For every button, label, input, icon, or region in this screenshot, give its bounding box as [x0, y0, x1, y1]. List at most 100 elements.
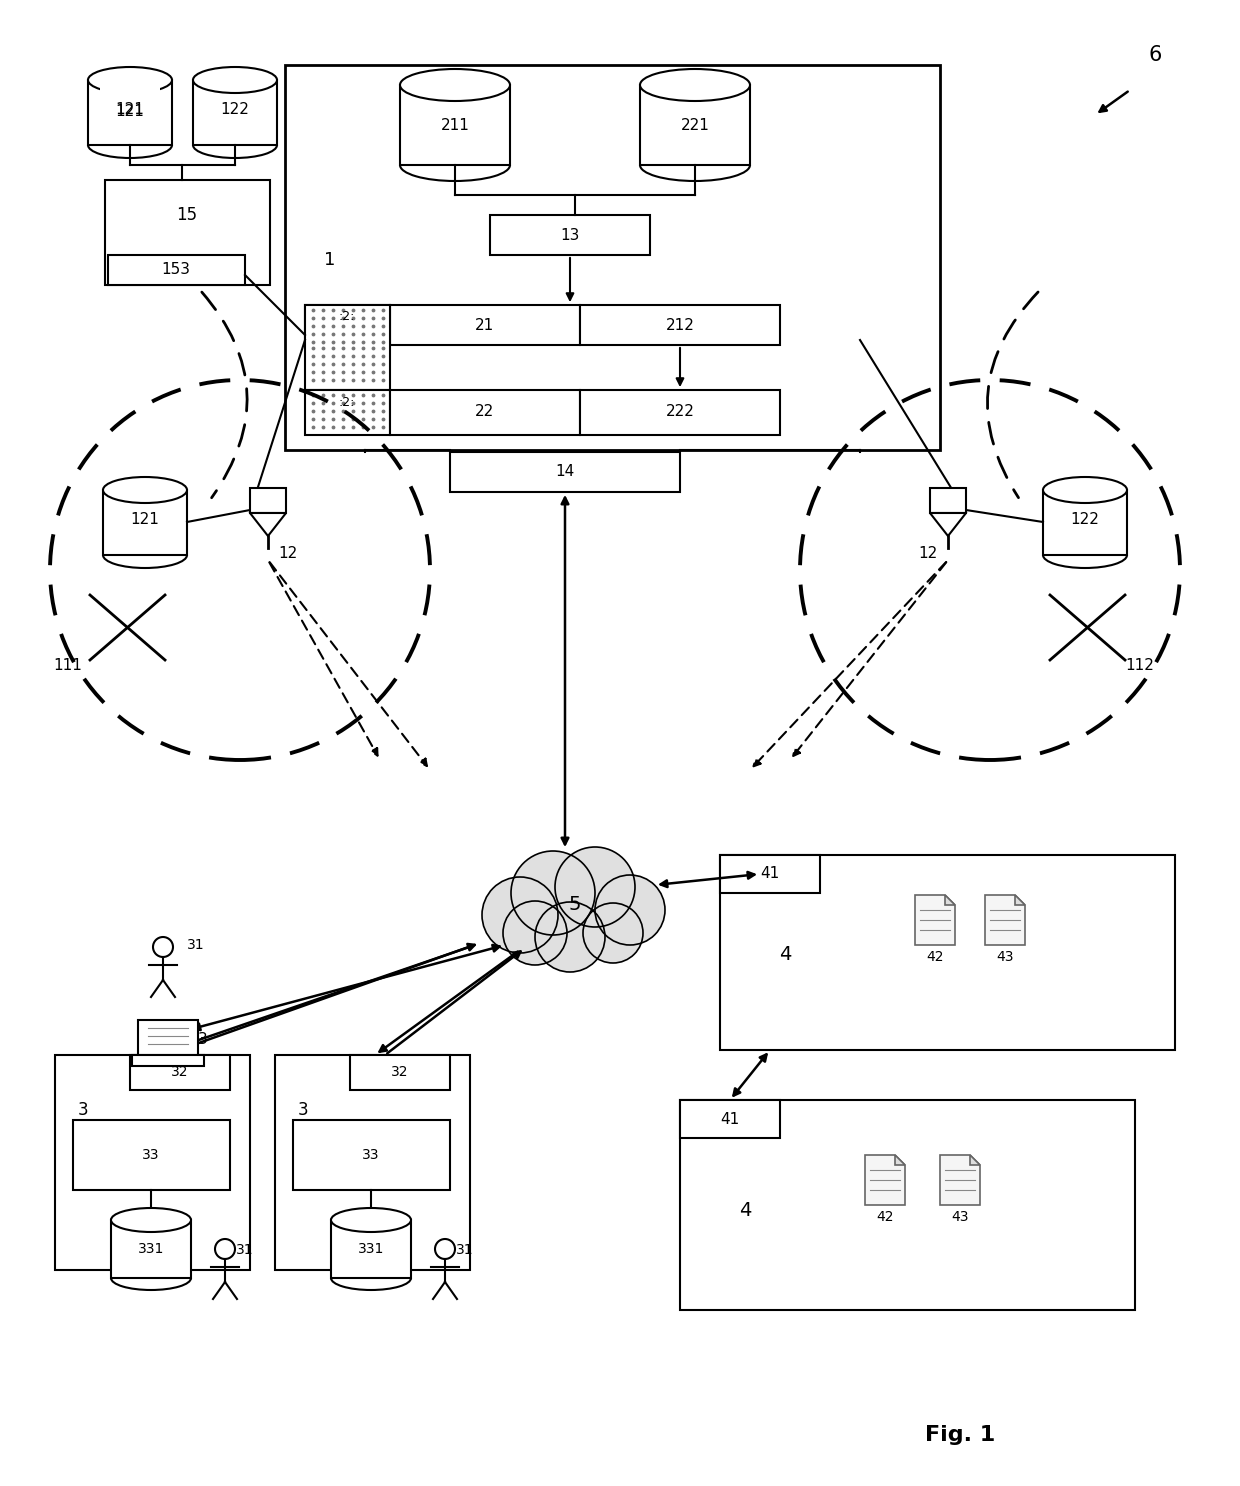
Text: 153: 153 — [161, 263, 191, 278]
Circle shape — [583, 903, 644, 963]
Text: 42: 42 — [877, 1210, 894, 1224]
Circle shape — [503, 901, 567, 964]
Bar — [138, 1019, 198, 1055]
Bar — [1043, 490, 1127, 554]
Ellipse shape — [401, 68, 510, 101]
Polygon shape — [895, 1155, 905, 1165]
Bar — [450, 452, 680, 492]
Circle shape — [556, 847, 635, 927]
Bar — [73, 1120, 229, 1190]
Text: 41: 41 — [760, 866, 780, 881]
Bar — [88, 80, 172, 146]
Bar — [305, 389, 391, 435]
Bar — [305, 305, 391, 389]
Text: 32: 32 — [171, 1065, 188, 1079]
Bar — [250, 487, 286, 513]
Text: 1: 1 — [325, 251, 336, 269]
Text: 121: 121 — [115, 104, 144, 119]
Polygon shape — [945, 895, 955, 905]
Text: 3: 3 — [298, 1101, 309, 1119]
Polygon shape — [930, 513, 966, 536]
Text: 212: 212 — [666, 318, 694, 333]
Text: 121: 121 — [130, 513, 160, 528]
Text: 12: 12 — [919, 545, 937, 560]
Ellipse shape — [112, 1208, 191, 1232]
Text: 15: 15 — [176, 207, 197, 224]
Bar — [331, 1220, 410, 1278]
Text: 211: 211 — [440, 117, 470, 132]
Text: 31: 31 — [456, 1242, 474, 1257]
Text: 222: 222 — [666, 404, 694, 419]
Polygon shape — [866, 1155, 905, 1205]
Text: 4: 4 — [779, 945, 791, 964]
Bar — [720, 854, 820, 893]
Circle shape — [153, 938, 174, 957]
Text: 41: 41 — [720, 1112, 739, 1126]
Bar — [680, 1100, 780, 1138]
Text: :2:: :2: — [339, 397, 355, 410]
Ellipse shape — [88, 67, 172, 94]
Text: 112: 112 — [1126, 657, 1154, 673]
Bar — [391, 305, 580, 345]
Circle shape — [215, 1239, 236, 1259]
Text: 5: 5 — [569, 896, 582, 914]
Text: 3: 3 — [198, 1033, 208, 1048]
Text: 33: 33 — [143, 1149, 160, 1162]
Text: 12: 12 — [278, 545, 298, 560]
Bar — [105, 180, 270, 285]
Polygon shape — [970, 1155, 980, 1165]
Text: 4: 4 — [739, 1201, 751, 1220]
Ellipse shape — [193, 67, 277, 94]
Bar — [401, 85, 510, 165]
Bar — [193, 80, 277, 146]
Text: :2:: :2: — [339, 311, 355, 324]
Bar — [680, 1100, 1135, 1311]
Text: Fig. 1: Fig. 1 — [925, 1425, 996, 1444]
Text: 31: 31 — [187, 938, 205, 953]
Bar — [391, 389, 580, 435]
Circle shape — [511, 851, 595, 935]
Polygon shape — [250, 513, 286, 536]
Polygon shape — [1016, 895, 1025, 905]
Text: 33: 33 — [362, 1149, 379, 1162]
Bar — [130, 1055, 229, 1091]
Text: 21: 21 — [475, 318, 495, 333]
Circle shape — [482, 877, 558, 953]
Bar — [640, 85, 750, 165]
Bar — [305, 305, 391, 345]
Text: 122: 122 — [221, 103, 249, 117]
Bar — [108, 256, 246, 285]
Bar — [112, 1220, 191, 1278]
Text: 122: 122 — [1070, 513, 1100, 528]
Bar — [131, 1055, 205, 1065]
Circle shape — [595, 875, 665, 945]
Text: 3: 3 — [78, 1101, 88, 1119]
Bar — [930, 487, 966, 513]
Bar — [103, 490, 187, 554]
Bar — [100, 82, 160, 129]
Text: 6: 6 — [1148, 45, 1162, 65]
Ellipse shape — [640, 68, 750, 101]
Text: 22: 22 — [475, 404, 495, 419]
Bar — [580, 305, 780, 345]
Text: 42: 42 — [926, 950, 944, 964]
Bar — [285, 65, 940, 450]
Text: 331: 331 — [358, 1242, 384, 1256]
Text: 221: 221 — [681, 117, 709, 132]
Ellipse shape — [103, 477, 187, 502]
Text: 331: 331 — [138, 1242, 164, 1256]
Text: 43: 43 — [996, 950, 1014, 964]
Polygon shape — [940, 1155, 980, 1205]
Bar — [580, 389, 780, 435]
Ellipse shape — [331, 1208, 410, 1232]
Text: 31: 31 — [236, 1242, 254, 1257]
Polygon shape — [915, 895, 955, 945]
Ellipse shape — [1043, 477, 1127, 502]
Bar — [305, 345, 391, 389]
Bar — [293, 1120, 450, 1190]
Text: 43: 43 — [951, 1210, 968, 1224]
Bar — [350, 1055, 450, 1091]
Text: 111: 111 — [53, 657, 82, 673]
Text: 14: 14 — [556, 465, 574, 480]
Text: 32: 32 — [392, 1065, 409, 1079]
